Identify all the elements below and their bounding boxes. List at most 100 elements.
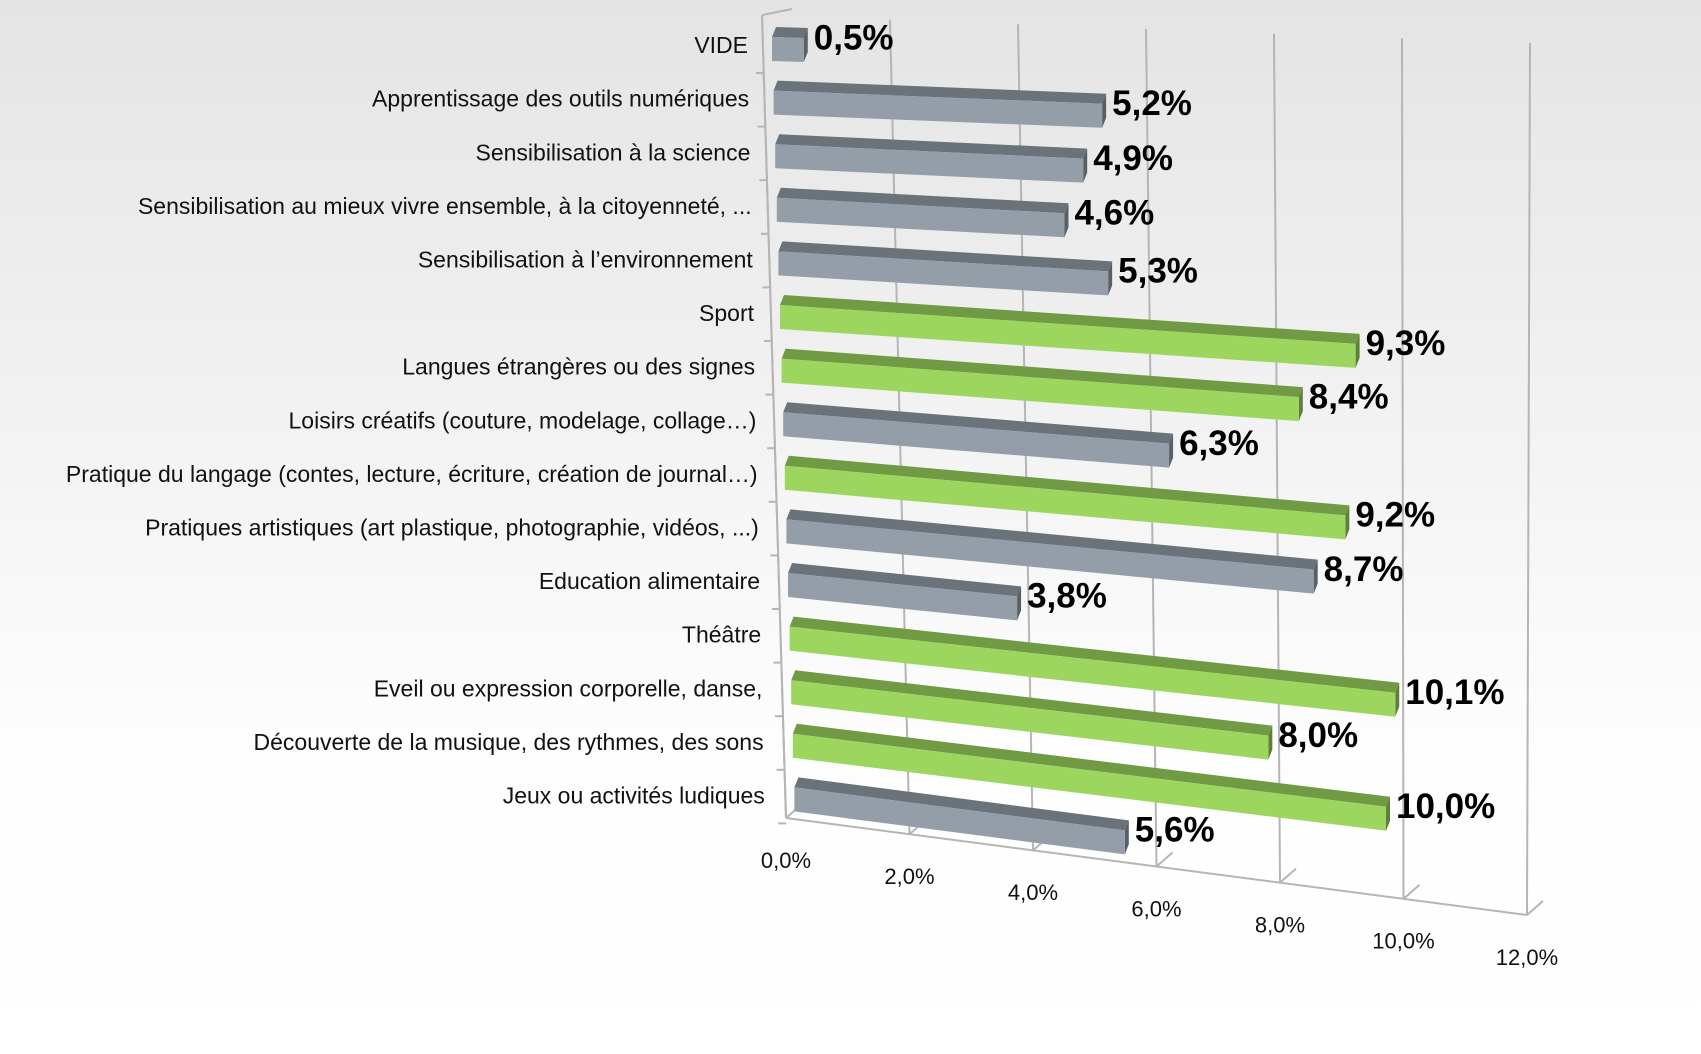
x-tick-label: 0,0% [761, 848, 811, 873]
category-label: VIDE [694, 32, 748, 58]
bar-top [783, 402, 1174, 444]
x-tick-label: 12,0% [1496, 945, 1558, 970]
bar [783, 402, 1174, 468]
bar-front [792, 733, 1387, 831]
bar-front [786, 519, 1314, 594]
category-label: Jeux ou activités ludiques [503, 782, 765, 808]
bar-end [1017, 586, 1022, 621]
bar-front [780, 305, 1356, 368]
bar-top [794, 777, 1129, 831]
category-label: Sensibilisation au mieux vivre ensemble,… [138, 193, 752, 219]
bar [791, 670, 1273, 760]
bar-top [784, 455, 1350, 516]
bar-front [789, 626, 1396, 717]
bar-top [772, 27, 808, 39]
grid-line [1526, 42, 1531, 916]
bar-top [788, 563, 1022, 597]
bar-front [781, 358, 1299, 422]
bar [781, 348, 1303, 422]
tick-mark [1279, 867, 1297, 884]
bar-top [773, 80, 1107, 104]
bar-end [1268, 725, 1273, 760]
bar-top [792, 723, 1391, 807]
value-label: 8,7% [1324, 550, 1404, 589]
bar-end [1083, 148, 1088, 183]
axis-line [761, 8, 793, 16]
bar-end [803, 28, 808, 63]
value-label: 8,4% [1309, 377, 1389, 416]
bar-top [789, 616, 1400, 693]
value-label: 6,3% [1179, 424, 1259, 463]
bar-end [1298, 387, 1303, 422]
category-label: Apprentissage des outils numériques [372, 86, 749, 112]
tick-mark [1402, 884, 1421, 900]
grid-line [761, 14, 787, 819]
bar [780, 295, 1360, 368]
bar-end [1102, 93, 1107, 128]
category-label: Pratique du langage (contes, lecture, éc… [66, 461, 758, 487]
value-label: 5,6% [1135, 811, 1215, 850]
value-label: 5,2% [1112, 84, 1192, 123]
bar-front [788, 573, 1018, 621]
bar [778, 241, 1113, 296]
bar-front [772, 37, 804, 63]
bar-front [791, 680, 1269, 760]
value-label: 4,6% [1074, 194, 1154, 233]
x-tick-label: 4,0% [1008, 880, 1058, 905]
bar-top [780, 295, 1360, 344]
bar-front [776, 197, 1065, 238]
bar-top [776, 187, 1069, 214]
bar-end [1386, 796, 1391, 831]
bar [773, 80, 1107, 128]
bar-end [1169, 433, 1174, 468]
value-label: 10,1% [1405, 673, 1504, 712]
bar [788, 563, 1022, 621]
value-label: 4,9% [1093, 139, 1173, 178]
category-label: Sensibilisation à l’environnement [418, 246, 754, 272]
value-label: 10,0% [1396, 787, 1495, 826]
tick-mark [1526, 900, 1544, 916]
bar [786, 509, 1318, 594]
bar-top [781, 348, 1303, 398]
category-label: Sensibilisation à la science [476, 139, 751, 165]
bar [789, 616, 1400, 717]
bar-end [1355, 333, 1360, 368]
x-tick-label: 2,0% [884, 864, 934, 889]
category-label: Sport [699, 300, 755, 326]
bar-front [794, 787, 1125, 855]
bar-end [1345, 505, 1350, 540]
bar-top [786, 509, 1318, 570]
value-label: 8,0% [1278, 716, 1358, 755]
bar-front [784, 465, 1346, 540]
bar-top [775, 134, 1088, 159]
bar [784, 455, 1350, 540]
grid-line [1273, 33, 1281, 883]
bar-end [1108, 261, 1113, 296]
bar-front [783, 412, 1170, 468]
category-label: Education alimentaire [539, 568, 760, 594]
x-tick-label: 10,0% [1372, 929, 1434, 954]
category-label: Découverte de la musique, des rythmes, d… [254, 729, 764, 755]
bar-front [773, 90, 1103, 128]
bar [775, 134, 1088, 183]
category-label: Langues étrangères ou des signes [402, 354, 755, 380]
category-label: Pratiques artistiques (art plastique, ph… [145, 514, 759, 540]
category-label: Eveil ou expression corporelle, danse, [374, 675, 763, 701]
bar [794, 777, 1129, 855]
value-label: 9,3% [1366, 324, 1446, 363]
bar-front [775, 144, 1084, 183]
bar-top [791, 670, 1273, 736]
grid-line [1401, 38, 1405, 899]
value-label: 5,3% [1118, 252, 1198, 291]
tick-mark [1155, 851, 1174, 868]
bar [772, 27, 808, 63]
bar [776, 187, 1069, 238]
category-label: Loisirs créatifs (couture, modelage, col… [289, 407, 757, 433]
bar [792, 723, 1391, 831]
bar-end [1064, 203, 1069, 238]
bar-front [778, 251, 1109, 296]
bar-end [1395, 682, 1400, 717]
bar-top [778, 241, 1113, 272]
bar-end [1124, 820, 1129, 855]
